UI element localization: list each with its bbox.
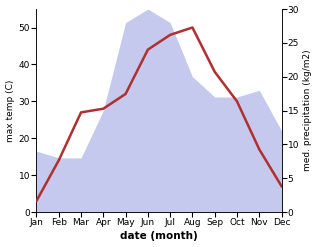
Y-axis label: med. precipitation (kg/m2): med. precipitation (kg/m2) [303, 50, 313, 171]
Y-axis label: max temp (C): max temp (C) [5, 79, 15, 142]
X-axis label: date (month): date (month) [120, 231, 198, 242]
